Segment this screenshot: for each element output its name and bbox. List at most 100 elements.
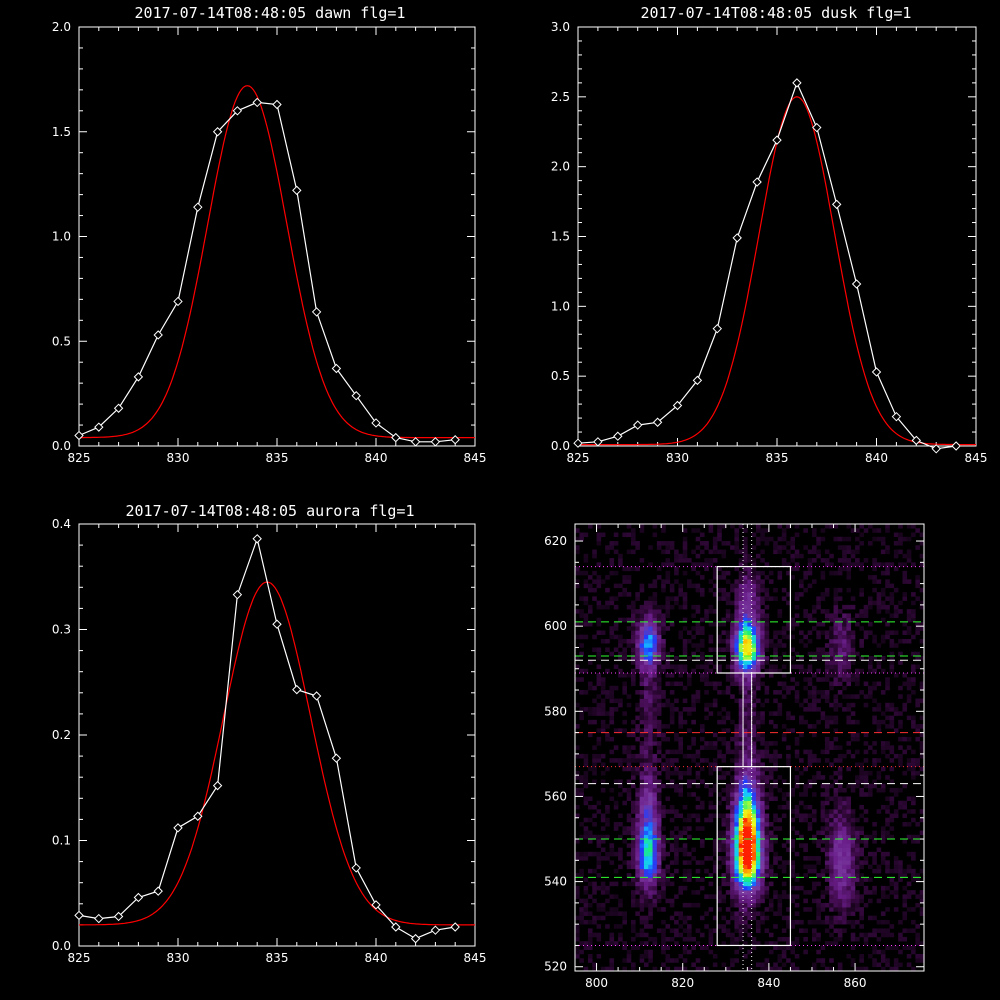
heatmap-cell [743, 711, 748, 716]
heatmap-cell [734, 924, 740, 929]
heatmap-cell [682, 647, 688, 653]
heatmap-cell [811, 928, 817, 933]
heatmap-cell [682, 541, 688, 546]
heatmap-cell [609, 843, 615, 848]
heatmap-cell [648, 856, 653, 861]
heatmap-cell [575, 813, 580, 819]
heatmap-cell [837, 911, 843, 916]
heatmap-cell [600, 817, 606, 823]
heatmap-cell [587, 902, 593, 908]
heatmap-cell [635, 800, 640, 806]
heatmap-cell [911, 839, 916, 844]
heatmap-cell [863, 749, 869, 755]
heatmap-cell [824, 660, 830, 665]
heatmap-cell [811, 885, 817, 891]
heatmap-cell [811, 966, 817, 972]
heatmap-cell [919, 898, 925, 904]
heatmap-cell [824, 664, 830, 670]
dawn-data-point [193, 202, 203, 212]
heatmap-cell [669, 902, 675, 908]
heatmap-cell [579, 834, 584, 840]
heatmap-cell [837, 915, 843, 921]
heatmap-cell [846, 566, 852, 572]
heatmap-cell [587, 707, 593, 712]
heatmap-cell [855, 562, 860, 567]
heatmap-cell [665, 766, 671, 772]
heatmap-cell [704, 702, 709, 708]
heatmap-cell [699, 677, 705, 682]
heatmap-cell [811, 881, 817, 887]
heatmap-cell [902, 621, 908, 627]
heatmap-cell [596, 647, 602, 653]
heatmap-cell [605, 966, 610, 972]
heatmap-cell [738, 800, 744, 806]
heatmap-cell [695, 583, 701, 589]
heatmap-cell [730, 749, 735, 755]
heatmap-cell [859, 830, 864, 836]
heatmap-cell [687, 873, 692, 878]
heatmap-cell [842, 643, 847, 648]
heatmap-cell [751, 800, 757, 806]
heatmap-cell [725, 804, 731, 810]
heatmap-cell [665, 596, 671, 601]
heatmap-cell [643, 868, 649, 874]
heatmap-cell [755, 783, 761, 789]
heatmap-cell [674, 843, 679, 848]
heatmap-cell [691, 741, 696, 746]
heatmap-cell [764, 536, 770, 542]
heatmap-cell [648, 728, 653, 733]
heatmap-cell [829, 864, 834, 870]
heatmap-cell [661, 668, 666, 674]
heatmap-cell [652, 800, 658, 806]
heatmap-cell [643, 626, 649, 631]
heatmap-cell [678, 630, 684, 635]
heatmap-cell [833, 873, 839, 878]
heatmap-cell [747, 830, 752, 836]
heatmap-cell [755, 843, 761, 848]
heatmap-cell [652, 804, 658, 810]
heatmap-cell [760, 579, 765, 584]
heatmap-cell [786, 715, 791, 721]
heatmap-cell [893, 604, 899, 610]
heatmap-cell [626, 549, 632, 555]
heatmap-cell [846, 877, 852, 882]
heatmap-cell [682, 638, 688, 644]
heatmap-cell [829, 830, 834, 836]
heatmap-cell [734, 860, 740, 865]
heatmap-cell [605, 638, 610, 644]
heatmap-cell [643, 758, 649, 763]
heatmap-cell [906, 617, 912, 623]
heatmap-cell [855, 677, 860, 682]
heatmap-cell [760, 630, 765, 635]
heatmap-cell [730, 834, 735, 840]
heatmap-cell [592, 570, 597, 576]
heatmap-cell [829, 941, 834, 946]
heatmap-cell [730, 809, 735, 814]
heatmap-cell [764, 826, 770, 831]
heatmap-cell [919, 830, 925, 836]
heatmap-cell [850, 736, 856, 742]
heatmap-cell [911, 609, 916, 614]
heatmap-cell [755, 749, 761, 755]
heatmap-cell [829, 813, 834, 819]
heatmap-cell [829, 630, 834, 635]
heatmap-cell [880, 958, 886, 963]
heatmap-cell [751, 809, 757, 814]
heatmap-cell [652, 851, 658, 857]
heatmap-cell [829, 958, 834, 963]
heatmap-cell [751, 664, 757, 670]
heatmap-cell [743, 643, 748, 648]
heatmap-cell [764, 596, 770, 601]
heatmap-cell [738, 609, 744, 614]
heatmap-cell [790, 575, 796, 580]
heatmap-cell [575, 787, 580, 793]
heatmap-cell [755, 719, 761, 725]
heatmap-cell [893, 966, 899, 972]
heatmap-cell [786, 690, 791, 695]
heatmap-cell [704, 613, 709, 618]
heatmap-cell [648, 694, 653, 699]
heatmap-cell [609, 558, 615, 563]
heatmap-cell [747, 702, 752, 708]
heatmap-cell [643, 770, 649, 776]
heatmap-cell [656, 630, 662, 635]
